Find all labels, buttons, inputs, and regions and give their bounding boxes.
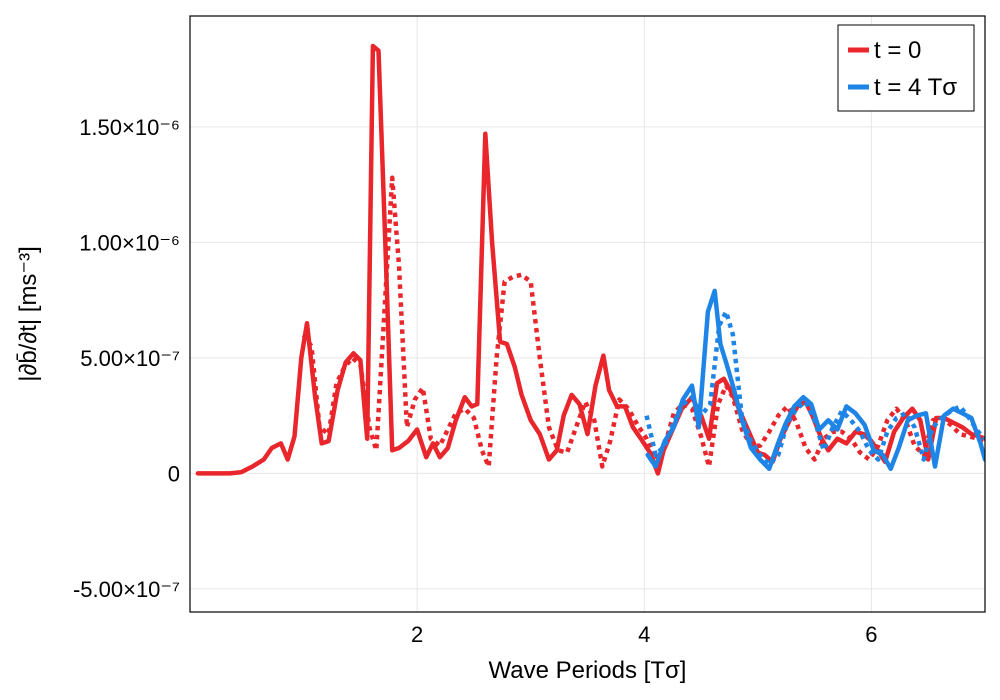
- y-tick-label: 1.50×10⁻⁶: [79, 115, 180, 140]
- x-tick-label: 2: [411, 622, 423, 647]
- solid-series-line-2: [645, 288, 985, 472]
- plot-frame: [189, 15, 986, 613]
- y-tick-label: 0: [168, 461, 180, 486]
- x-axis-label: Wave Periods [Tσ]: [489, 657, 687, 684]
- plot-series: [195, 43, 985, 476]
- y-tick-label: 1.00×10⁻⁶: [79, 230, 180, 255]
- grid-lines: [190, 16, 985, 612]
- legend-label-1: t = 4 Tσ: [874, 74, 957, 101]
- legend-label-0: t = 0: [874, 37, 921, 64]
- x-tick-label: 6: [865, 622, 877, 647]
- legend-box: [837, 24, 975, 112]
- legend: t = 0 t = 4 Tσ: [837, 24, 975, 112]
- solid-series-line-0: [195, 43, 985, 476]
- y-tick-label: -5.00×10⁻⁷: [73, 577, 180, 602]
- dotted-series-line-3: [644, 309, 985, 467]
- y-axis-label: |∂b̄/∂t| [ms⁻³]: [15, 246, 42, 382]
- y-axis-ticks: -5.00×10⁻⁷ 0 5.00×10⁻⁷ 1.00×10⁻⁶ 1.50×10⁻⁶: [73, 115, 180, 602]
- dotted-series-line-1: [301, 175, 985, 469]
- x-axis-ticks: 2 4 6: [411, 622, 878, 647]
- x-tick-label: 4: [638, 622, 650, 647]
- y-tick-label: 5.00×10⁻⁷: [80, 346, 180, 371]
